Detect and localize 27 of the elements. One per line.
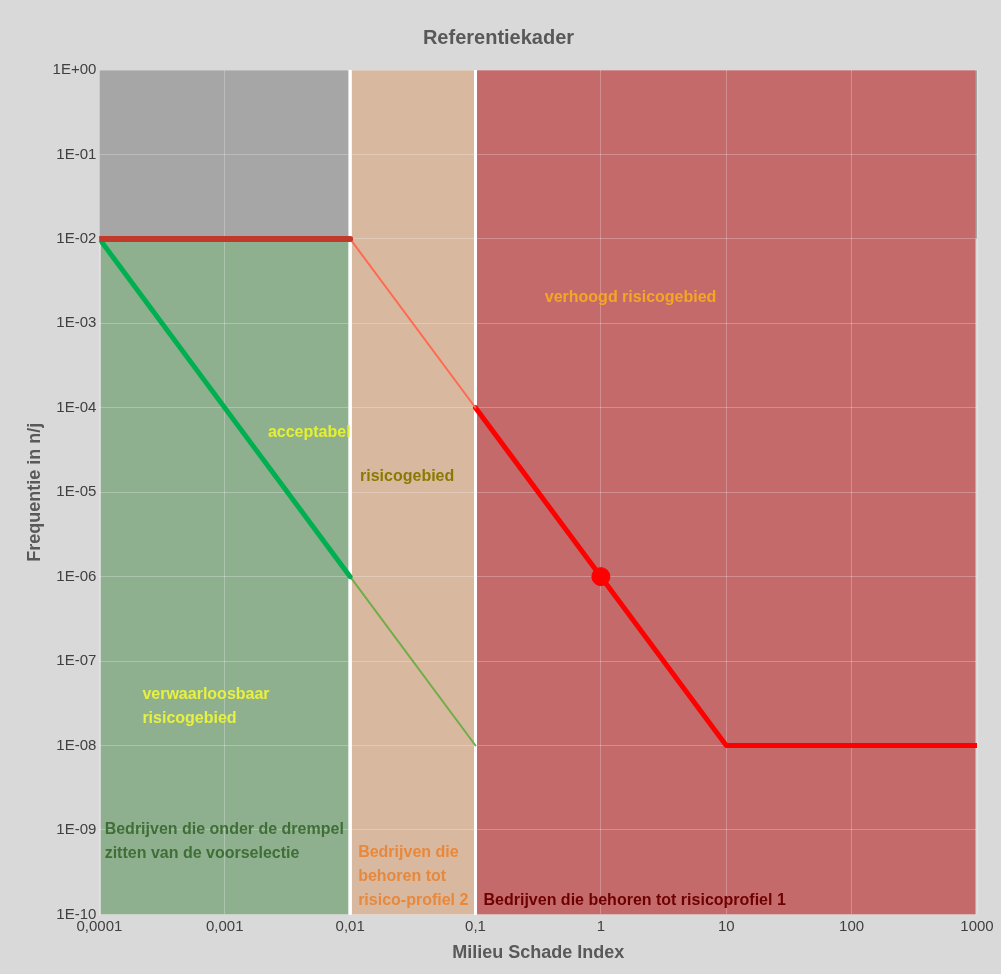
band-label: Bedrijven die behoren tot risicoprofiel 1 xyxy=(483,890,786,908)
x-tick-label: 1000 xyxy=(960,916,994,934)
y-tick-label: 1E-04 xyxy=(56,397,97,415)
y-axis-title: Frequentie in n/j xyxy=(23,422,44,562)
y-tick-label: 1E+00 xyxy=(52,60,97,78)
y-tick-label: 1E-01 xyxy=(56,144,97,162)
x-tick-label: 0,1 xyxy=(465,916,486,934)
y-tick-label: 1E-02 xyxy=(56,229,97,247)
x-tick-label: 0,001 xyxy=(205,916,244,934)
annotation: verwaarloosbaar risicogebied xyxy=(142,685,270,727)
x-tick-label: 10 xyxy=(717,916,735,934)
y-tick-label: 1E-05 xyxy=(56,482,97,500)
x-tick-label: 100 xyxy=(839,916,865,934)
y-tick-label: 1E-09 xyxy=(56,820,97,838)
x-tick-label: 0,01 xyxy=(335,916,365,934)
band-label: Bedrijven die behoren tot risico-profiel 2 xyxy=(358,842,469,908)
y-tick-label: 1E-10 xyxy=(56,904,97,922)
chart-title: Referentiekader xyxy=(422,25,575,48)
y-tick-label: 1E-08 xyxy=(56,735,97,753)
annotation: Bedrijven die onder de drempel zitten van de voorselectie xyxy=(104,820,344,862)
y-tick-label: 1E-07 xyxy=(56,651,97,669)
y-tick-label: 1E-06 xyxy=(56,566,97,584)
annotation: risicogebied xyxy=(360,467,455,485)
annotation: verhoogd risicogebied xyxy=(544,288,717,306)
x-tick-label: 1 xyxy=(596,916,606,934)
y-tick-label: 1E-03 xyxy=(56,313,97,331)
x-axis-title: Milieu Schade Index xyxy=(452,942,625,963)
